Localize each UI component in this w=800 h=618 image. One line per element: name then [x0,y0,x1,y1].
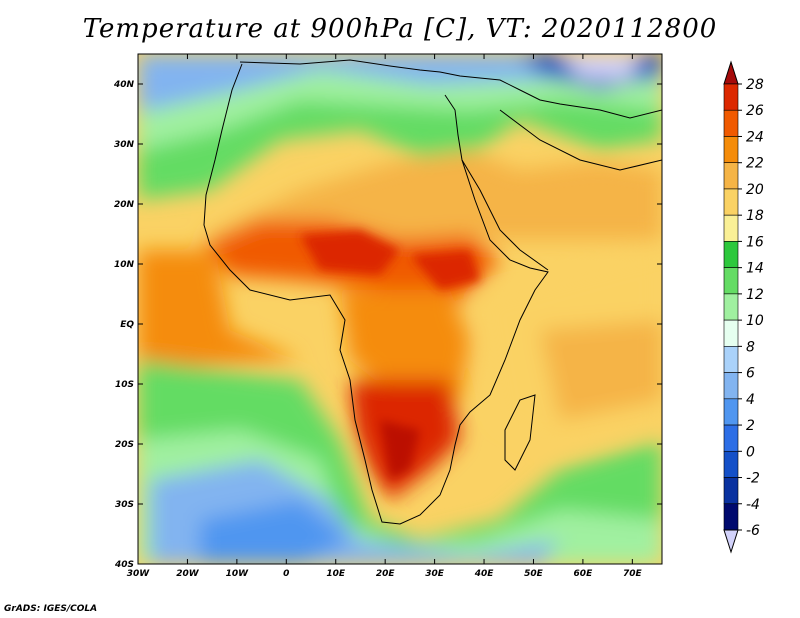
colorbar-segment [723,346,739,373]
lon-tick-label: 10W [226,569,250,579]
lon-tick-label: 30E [425,569,445,579]
colorbar-segment [723,398,739,426]
lat-tick-label: EQ [120,320,134,330]
colorbar-label: 4 [746,392,755,408]
lon-tick-label: 20W [176,569,200,579]
colorbar-label: 28 [746,77,764,93]
lat-tick-label: 30S [115,500,134,510]
lat-tick-label: 20N [114,200,135,210]
lon-tick-label: 60E [574,569,594,579]
lat-tick-label: 30N [114,140,135,150]
colorbar-bottom-arrow [723,529,739,554]
colorbar-segment [723,136,739,164]
lon-axis: 30W 20W 10W 0 10E 20E 30E 40E 50E 60E 70E [127,54,643,579]
lon-tick-label: 30W [127,569,151,579]
colorbar-segment [723,214,739,242]
colorbar-label: 12 [746,287,764,303]
colorbar-label: 26 [746,103,764,119]
colorbar-label: 18 [746,208,764,224]
lat-tick-label: 10N [114,260,135,270]
map-frame [137,53,663,565]
lon-tick-label: 10E [326,569,346,579]
colorbar-segment [723,319,739,347]
colorbar-top-arrow [723,60,739,85]
grads-credit: GrADS: IGES/COLA [4,604,98,614]
colorbar-label: 6 [746,366,755,382]
colorbar-segment [723,450,739,478]
colorbar-segment [723,372,739,400]
lon-tick-label: 0 [283,569,289,579]
lon-tick-label: 20E [376,569,396,579]
lat-tick-label: 40N [113,80,135,90]
colorbar-label: 22 [746,156,764,172]
colorbar-label: -4 [746,497,760,513]
colorbar-label: 16 [746,234,764,250]
lon-tick-label: 40E [474,569,495,579]
colorbar-segment [723,477,739,505]
colorbar-segment [723,162,739,190]
colorbar-label: 2 [746,418,755,434]
colorbar-segment [723,241,739,268]
lat-axis: 40N 30N 20N 10N EQ 10S 20S 30S 40S [113,80,662,570]
temperature-field [138,54,662,564]
lat-tick-label: 20S [115,440,134,450]
colorbar-segment [723,293,739,321]
colorbar-label: 14 [746,261,764,277]
colorbar-label: 10 [746,313,764,329]
colorbar-segment [723,83,739,111]
lon-tick-label: 70E [623,569,643,579]
plot-title: Temperature at 900hPa [C], VT: 202011280… [82,14,718,44]
lat-tick-label: 10S [115,380,134,390]
colorbar-segment [723,267,739,295]
colorbar-label: 8 [746,339,755,355]
colorbar-label: 0 [746,444,755,460]
colorbar-segment [723,424,739,452]
colorbar-label: -6 [746,523,760,539]
colorbar-label: 24 [746,129,764,145]
coastlines [203,59,662,525]
lat-tick-label: 40S [114,560,134,570]
colorbar-segment [723,503,739,531]
colorbar-segment [723,109,739,137]
colorbar-label: 20 [746,182,764,198]
colorbar-segment [723,188,739,216]
lon-tick-label: 50E [524,569,544,579]
colorbar-label: -2 [746,471,760,487]
